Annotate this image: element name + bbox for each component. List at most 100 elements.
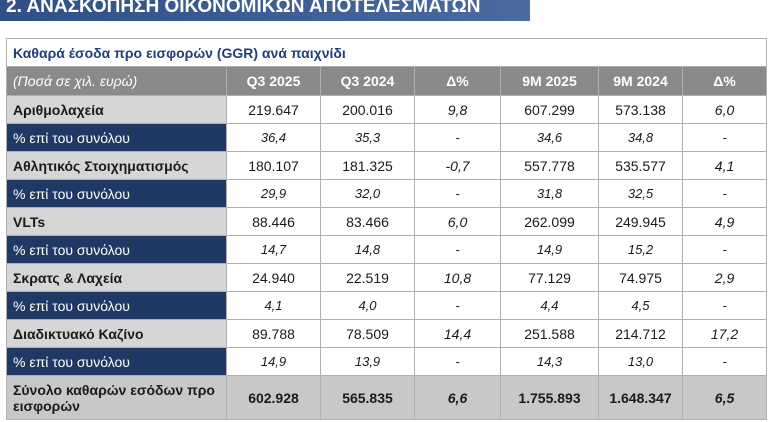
share-row: % επί του συνόλου 29,9 32,0-31,8 32,5- bbox=[6, 179, 768, 208]
cell-value: 249.945 bbox=[598, 207, 683, 236]
cell-value: 10,8 bbox=[414, 263, 501, 292]
game-row: VLTs 88.446 83.466 6,0 262.099 249.945 4,9 bbox=[6, 207, 768, 236]
cell-value: 32,5 bbox=[598, 179, 683, 208]
column-header: Δ% bbox=[414, 66, 501, 96]
column-header: 9M 2025 bbox=[500, 66, 599, 96]
row-label: Αριθμολαχεία bbox=[6, 95, 227, 124]
cell-value: - bbox=[414, 291, 501, 320]
cell-value: 219.647 bbox=[226, 95, 321, 124]
cell-value: 35,3 bbox=[320, 123, 415, 152]
cell-value: 6,0 bbox=[681, 95, 768, 124]
cell-value: 607.299 bbox=[500, 95, 599, 124]
cell-value: 74.975 bbox=[598, 263, 683, 292]
row-label: % επί του συνόλου bbox=[6, 179, 227, 208]
cell-value: 6,6 bbox=[414, 375, 501, 420]
cell-value: - bbox=[681, 179, 768, 208]
cell-value: - bbox=[681, 347, 768, 376]
cell-value: - bbox=[414, 235, 501, 264]
cell-value: 14,3 bbox=[500, 347, 599, 376]
row-label: % επί του συνόλου bbox=[6, 235, 227, 264]
cell-value: 251.588 bbox=[500, 319, 599, 348]
cell-value: 9,8 bbox=[414, 95, 501, 124]
table-title: Καθαρά έσοδα προ εισφορών (GGR) ανά παιχ… bbox=[5, 38, 768, 67]
cell-value: 14,8 bbox=[320, 235, 415, 264]
cell-value: 4,9 bbox=[681, 207, 768, 236]
table-title-row: Καθαρά έσοδα προ εισφορών (GGR) ανά παιχ… bbox=[5, 38, 768, 67]
cell-value: 6,5 bbox=[681, 375, 768, 420]
row-label: Διαδικτυακό Καζίνο bbox=[6, 319, 227, 348]
cell-value: 214.712 bbox=[598, 319, 683, 348]
cell-value: 180.107 bbox=[226, 151, 321, 180]
cell-value: 32,0 bbox=[320, 179, 415, 208]
header-row: (Ποσά σε χιλ. ευρώ) Q3 2025 Q3 2024 Δ% 9M 20… bbox=[6, 66, 768, 96]
cell-value: 4,1 bbox=[226, 291, 321, 320]
cell-value: 262.099 bbox=[500, 207, 599, 236]
cell-value: 1.755.893 bbox=[500, 375, 599, 420]
cell-value: 557.778 bbox=[500, 151, 599, 180]
cell-value: 78.509 bbox=[320, 319, 415, 348]
cell-value: 14,7 bbox=[226, 235, 321, 264]
row-label: VLTs bbox=[6, 207, 227, 236]
column-header: Q3 2024 bbox=[320, 66, 415, 96]
share-row: % επί του συνόλου 14,9 13,9-14,3 13,0- bbox=[6, 347, 768, 376]
cell-value: 34,8 bbox=[598, 123, 683, 152]
row-label: % επί του συνόλου bbox=[6, 347, 227, 376]
cell-value: 4,1 bbox=[681, 151, 768, 180]
section-header: 2. ΑΝΑΣΚΟΠΗΣΗ ΟΙΚΟΝΟΜΙΚΩΝ ΑΠΟΤΕΛΕΣΜΑΤΩΝ bbox=[0, 0, 530, 21]
cell-value: 535.577 bbox=[598, 151, 683, 180]
cell-value: 31,8 bbox=[500, 179, 599, 208]
game-row: Αριθμολαχεία 219.647 200.016 9,8 607.299 573.… bbox=[6, 95, 768, 124]
game-row: Σκρατς & Λαχεία 24.940 22.519 10,8 77.129 74.… bbox=[6, 263, 768, 292]
cell-value: - bbox=[681, 123, 768, 152]
share-row: % επί του συνόλου 14,7 14,8-14,9 15,2- bbox=[6, 235, 768, 264]
column-header: (Ποσά σε χιλ. ευρώ) bbox=[6, 66, 227, 96]
cell-value: 88.446 bbox=[226, 207, 321, 236]
cell-value: 89.788 bbox=[226, 319, 321, 348]
cell-value: 573.138 bbox=[598, 95, 683, 124]
cell-value: 24.940 bbox=[226, 263, 321, 292]
cell-value: - bbox=[414, 179, 501, 208]
section-title: 2. ΑΝΑΣΚΟΠΗΣΗ ΟΙΚΟΝΟΜΙΚΩΝ ΑΠΟΤΕΛΕΣΜΑΤΩΝ bbox=[6, 0, 481, 17]
column-header: Δ% bbox=[681, 66, 768, 96]
game-row: Διαδικτυακό Καζίνο 89.788 78.509 14,4 251.58… bbox=[6, 319, 768, 348]
cell-value: 13,9 bbox=[320, 347, 415, 376]
cell-value: 34,6 bbox=[500, 123, 599, 152]
ggr-table: Καθαρά έσοδα προ εισφορών (GGR) ανά παιχ… bbox=[5, 38, 768, 420]
row-label: % επί του συνόλου bbox=[6, 123, 227, 152]
cell-value: - bbox=[414, 347, 501, 376]
cell-value: 29,9 bbox=[226, 179, 321, 208]
cell-value: 14,9 bbox=[500, 235, 599, 264]
row-label: Αθλητικός Στοιχηματισμός bbox=[6, 151, 227, 180]
column-header: 9M 2024 bbox=[598, 66, 683, 96]
cell-value: 4,0 bbox=[320, 291, 415, 320]
cell-value: 1.648.347 bbox=[598, 375, 683, 420]
cell-value: - bbox=[414, 123, 501, 152]
cell-value: 2,9 bbox=[681, 263, 768, 292]
row-label: % επί του συνόλου bbox=[6, 291, 227, 320]
cell-value: 15,2 bbox=[598, 235, 683, 264]
cell-value: - bbox=[681, 291, 768, 320]
row-label: Σκρατς & Λαχεία bbox=[6, 263, 227, 292]
share-row: % επί του συνόλου 4,1 4,0-4,4 4,5- bbox=[6, 291, 768, 320]
cell-value: 565.835 bbox=[320, 375, 415, 420]
game-row: Αθλητικός Στοιχηματισμός 180.107 181.325 -0… bbox=[6, 151, 768, 180]
cell-value: 36,4 bbox=[226, 123, 321, 152]
cell-value: 200.016 bbox=[320, 95, 415, 124]
cell-value: 83.466 bbox=[320, 207, 415, 236]
cell-value: 4,5 bbox=[598, 291, 683, 320]
column-header: Q3 2025 bbox=[226, 66, 321, 96]
cell-value: 181.325 bbox=[320, 151, 415, 180]
cell-value: 4,4 bbox=[500, 291, 599, 320]
cell-value: 14,9 bbox=[226, 347, 321, 376]
cell-value: - bbox=[681, 235, 768, 264]
cell-value: 602.928 bbox=[226, 375, 321, 420]
total-row: Σύνολο καθαρών εσόδων προ εισφορών 602.92… bbox=[6, 375, 768, 420]
row-label: Σύνολο καθαρών εσόδων προ εισφορών bbox=[6, 375, 227, 420]
cell-value: 77.129 bbox=[500, 263, 599, 292]
cell-value: 13,0 bbox=[598, 347, 683, 376]
cell-value: 14,4 bbox=[414, 319, 501, 348]
cell-value: 17,2 bbox=[681, 319, 768, 348]
share-row: % επί του συνόλου 36,4 35,3-34,6 34,8- bbox=[6, 123, 768, 152]
cell-value: -0,7 bbox=[414, 151, 501, 180]
cell-value: 22.519 bbox=[320, 263, 415, 292]
